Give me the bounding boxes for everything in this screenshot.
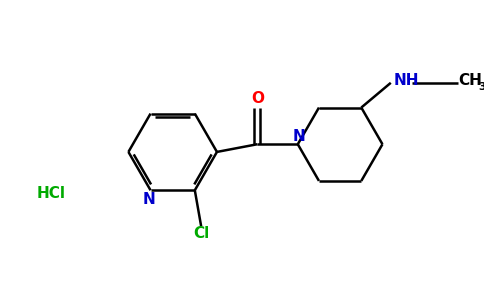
Text: N: N [292,129,305,144]
Text: Cl: Cl [193,226,209,242]
Text: HCl: HCl [37,186,66,201]
Text: CH: CH [458,74,482,88]
Text: 3: 3 [478,82,484,92]
Text: NH: NH [393,74,419,88]
Text: O: O [251,92,264,106]
Text: N: N [142,192,155,207]
